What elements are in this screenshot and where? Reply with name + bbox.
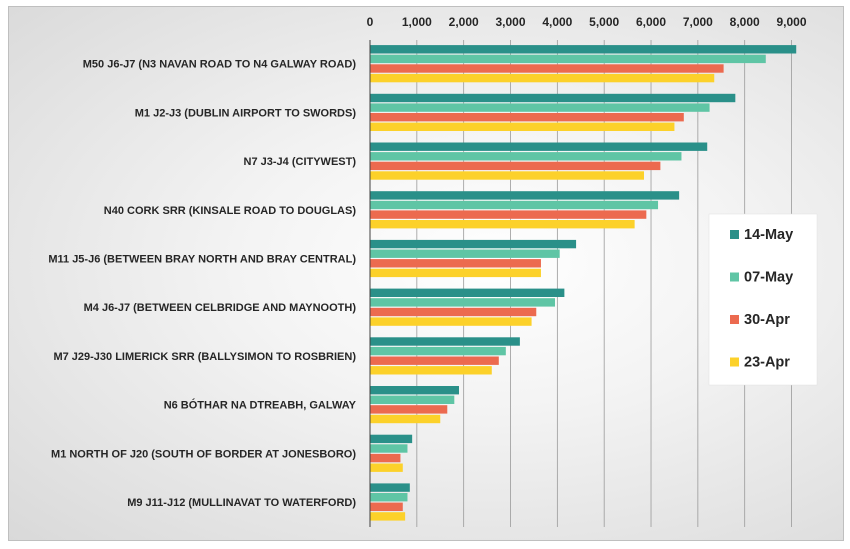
bar-07-may [370,444,408,453]
legend-label: 07-May [744,270,793,286]
category-label: N40 CORK SRR (KINSALE ROAD TO DOUGLAS) [104,205,357,217]
bar-23-apr [370,317,532,326]
bar-14-may [370,93,736,103]
legend: 14-May 07-May 30-Apr 23-Apr [708,213,818,386]
bar-30-apr [370,307,537,317]
x-tick-label: 8,000 [730,15,760,29]
bar-30-apr [370,259,541,268]
legend-swatch [730,272,739,282]
bar-14-may [370,337,520,346]
category-label: M9 J11-J12 (MULLINAVAT TO WATERFORD) [127,497,356,509]
bar-23-apr [370,220,635,229]
x-tick-label: 7,000 [683,15,713,29]
bar-23-apr [370,414,441,424]
x-tick-label: 2,000 [449,15,479,29]
bar-14-may [370,386,459,395]
bar-14-may [370,191,680,200]
bar-30-apr [370,210,647,219]
x-axis-ticks: 0 1,000 2,000 3,000 4,000 5,000 6,000 7,000 8,00… [367,15,807,29]
bar-07-may [370,200,659,210]
category-label: N7 J3-J4 (CITYWEST) [244,156,357,168]
category-label: M1 NORTH OF J20 (SOUTH OF BORDER AT JONE… [51,448,356,460]
bar-07-may [370,395,455,404]
category-label: M11 J5-J6 (BETWEEN BRAY NORTH AND BRAY C… [48,254,356,266]
bar-07-may [370,54,766,64]
bar-14-may [370,434,413,444]
category-labels: M50 J6-J7 (N3 NAVAN ROAD TO N4 GALWAY RO… [48,59,356,509]
bar-23-apr [370,73,715,83]
bar-23-apr [370,366,492,375]
bar-07-may [370,346,506,356]
category-label: N6 BÓTHAR NA DTREABH, GALWAY [164,399,357,412]
legend-swatch [730,357,739,367]
bar-07-may [370,152,682,161]
bar-07-may [370,493,408,502]
category-label: M4 J6-J7 (BETWEEN CELBRIDGE AND MAYNOOTH… [84,302,357,314]
bar-14-may [370,288,565,297]
bar-30-apr [370,161,661,171]
bar-23-apr [370,171,644,180]
x-tick-label: 5,000 [589,15,619,29]
category-label: M1 J2-J3 (DUBLIN AIRPORT TO SWORDS) [135,107,357,119]
bar-14-may [370,45,797,54]
legend-box [708,213,818,386]
bar-07-may [370,298,556,307]
bars [370,45,797,521]
bar-14-may [370,483,410,492]
bar-14-may [370,239,577,249]
legend-swatch [730,315,739,324]
bar-30-apr [370,453,401,463]
bar-07-may [370,249,560,258]
bar-30-apr [370,502,403,511]
x-tick-label: 6,000 [636,15,666,29]
x-tick-label: 1,000 [402,15,432,29]
legend-label: 23-Apr [744,355,790,371]
bar-30-apr [370,405,448,414]
category-label: M50 J6-J7 (N3 NAVAN ROAD TO N4 GALWAY RO… [83,59,357,71]
bar-14-may [370,142,708,151]
x-tick-label: 0 [367,15,374,29]
bar-30-apr [370,356,499,365]
bar-23-apr [370,512,406,521]
bar-23-apr [370,268,541,278]
bar-23-apr [370,463,403,472]
category-label: M7 J29-J30 LIMERICK SRR (BALLYSIMON TO R… [53,351,356,363]
x-tick-label: 4,000 [542,15,572,29]
x-tick-label: 3,000 [495,15,525,29]
bar-23-apr [370,122,675,131]
legend-label: 14-May [744,227,793,243]
bar-07-may [370,103,710,112]
x-tick-label: 9,000 [777,15,807,29]
legend-swatch [730,230,739,239]
legend-label: 30-Apr [744,312,790,328]
bar-30-apr [370,113,684,122]
bar-30-apr [370,64,724,73]
